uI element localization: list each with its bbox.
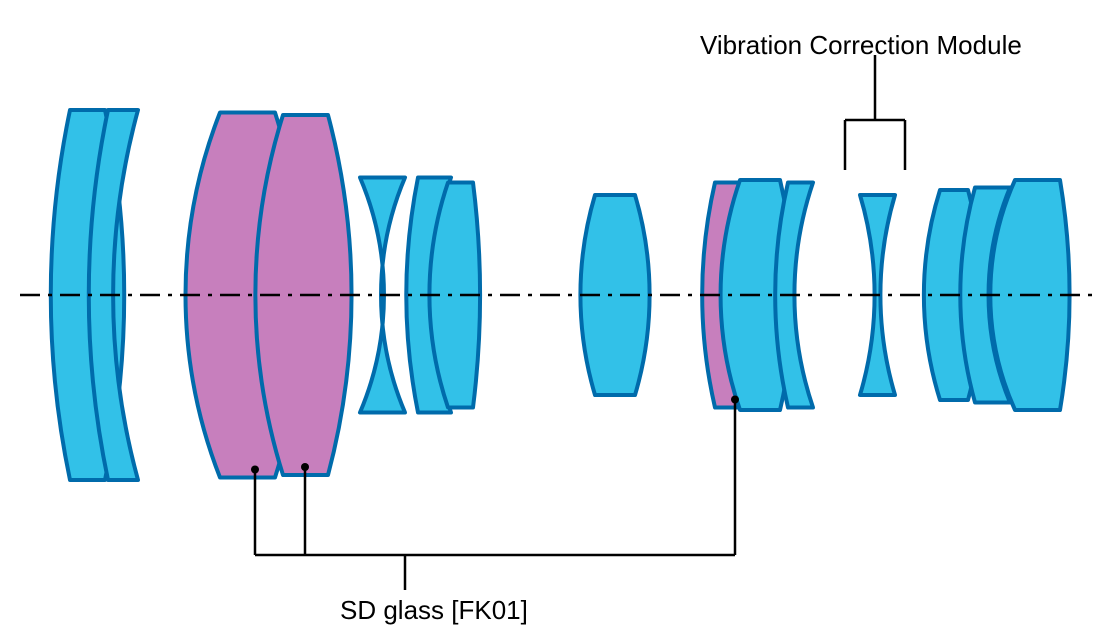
- lens-diagram: [0, 0, 1113, 641]
- sd-glass-label: SD glass [FK01]: [340, 595, 528, 626]
- vc-bracket: [845, 55, 905, 170]
- vc-module-label: Vibration Correction Module: [700, 30, 1022, 61]
